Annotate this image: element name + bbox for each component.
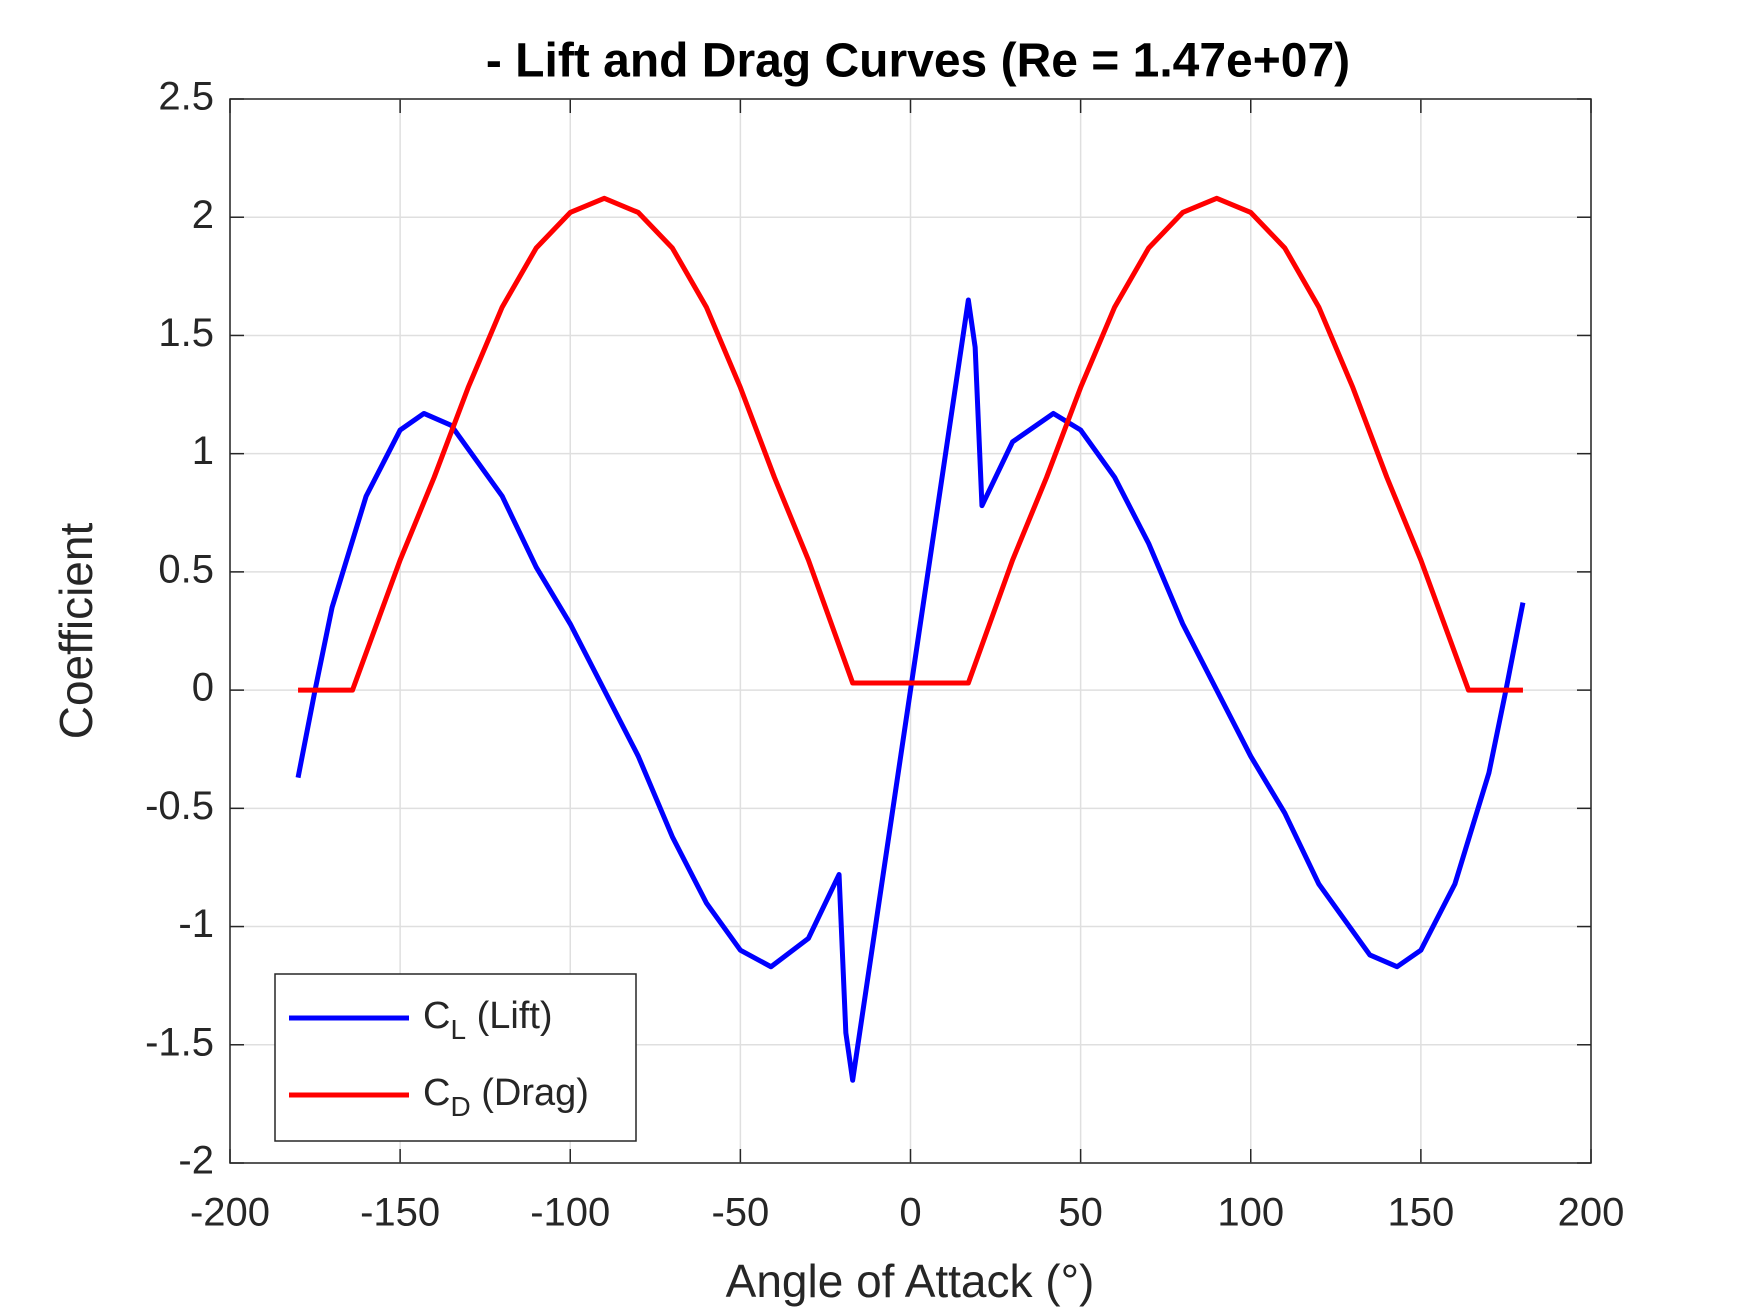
- y-tick-label: 0.5: [158, 547, 214, 591]
- y-tick-label: 1.5: [158, 311, 214, 355]
- x-tick-label: 0: [899, 1191, 921, 1235]
- x-tick-label: 200: [1558, 1191, 1625, 1235]
- plot-frame: [229, 98, 1592, 1164]
- x-tick-label: -50: [711, 1191, 769, 1235]
- series-line: [298, 195, 1523, 693]
- x-tick-label: 100: [1217, 1191, 1284, 1235]
- x-tick-label: 150: [1388, 1191, 1455, 1235]
- y-tick-label: -1.5: [145, 1020, 214, 1064]
- chart-title: - Lift and Drag Curves (Re = 1.47e+07): [486, 35, 1350, 88]
- y-tick-label: 1: [192, 429, 214, 473]
- legend-box: [274, 973, 637, 1142]
- y-tick-label: 0: [192, 666, 214, 710]
- y-axis-label: Coefficient: [50, 523, 102, 740]
- y-tick-label: 2: [192, 193, 214, 237]
- y-tick-label: -2: [178, 1139, 214, 1183]
- series-line: [295, 297, 1526, 1083]
- x-tick-label: -200: [190, 1191, 270, 1235]
- x-axis-label: Angle of Attack (°): [726, 1255, 1095, 1307]
- x-tick-label: -100: [530, 1191, 610, 1235]
- legend-label: CL (Lift): [423, 995, 553, 1045]
- y-tick-label: -1: [178, 902, 214, 946]
- y-tick-label: -0.5: [145, 784, 214, 828]
- legend-label: CD (Drag): [423, 1072, 589, 1122]
- x-tick-label: 50: [1058, 1191, 1103, 1235]
- y-tick-label: 2.5: [158, 75, 214, 119]
- x-tick-label: -150: [360, 1191, 440, 1235]
